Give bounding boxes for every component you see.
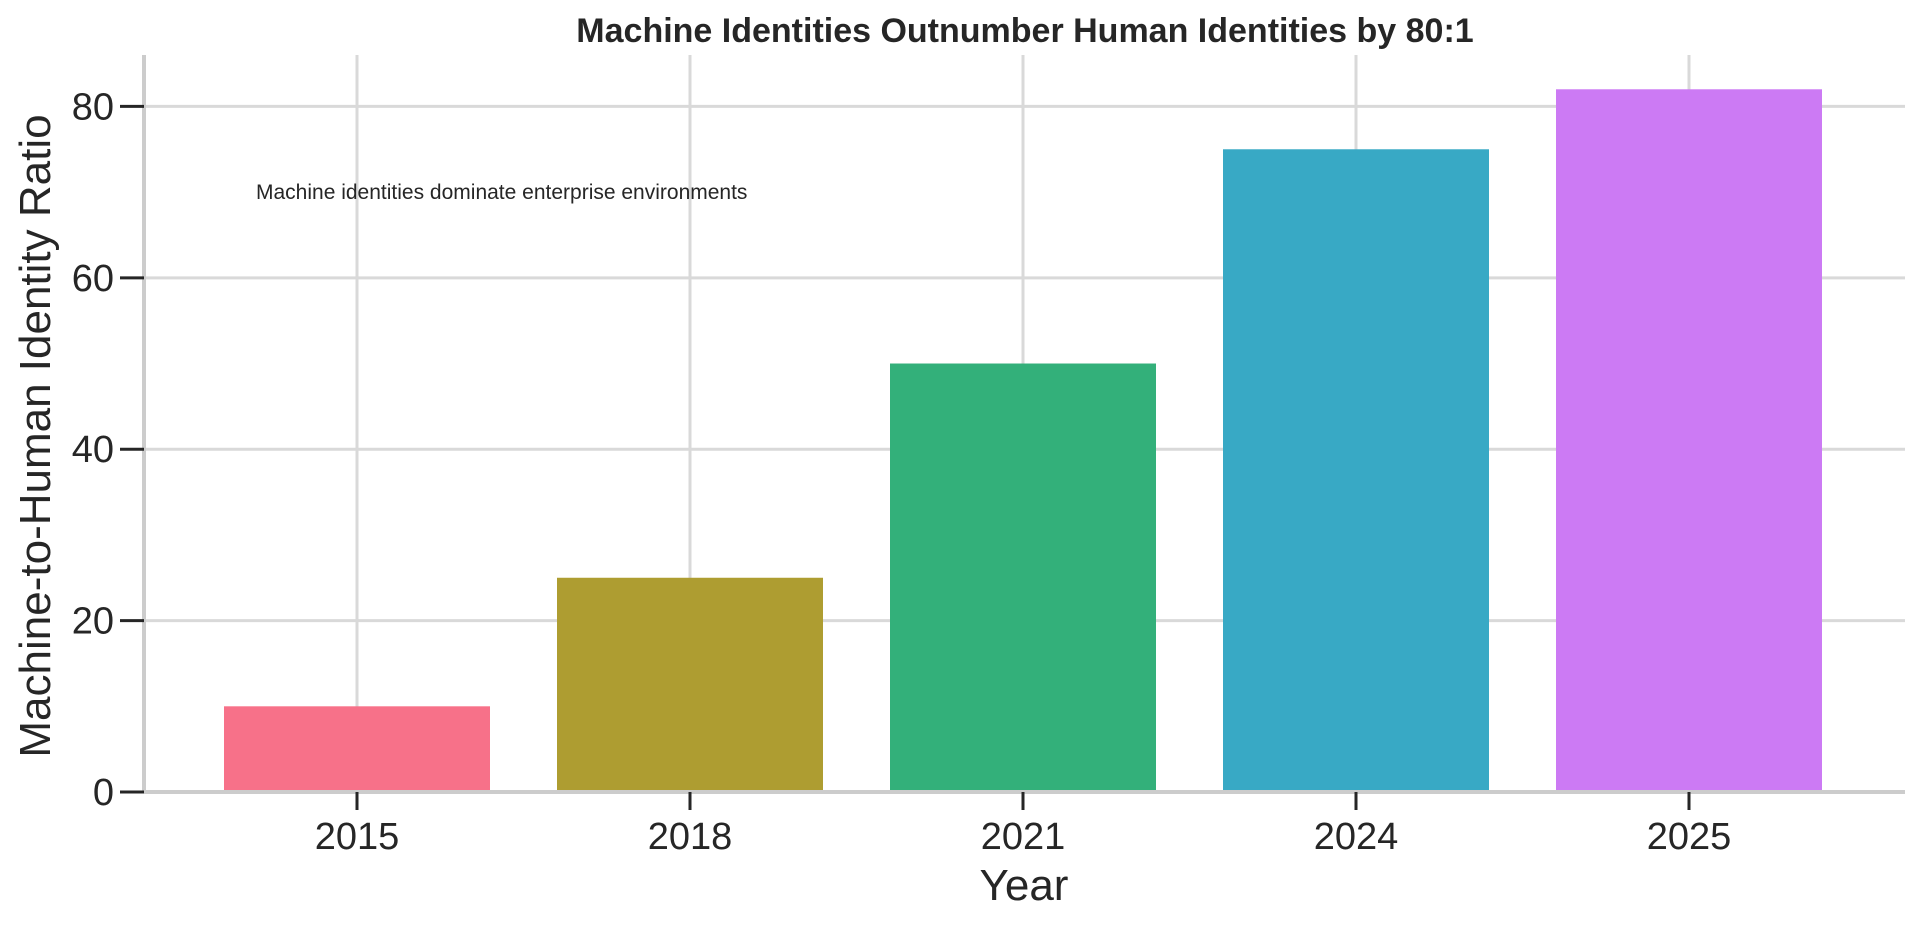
bar-2015 xyxy=(224,706,490,792)
annotation-text: Machine identities dominate enterprise e… xyxy=(256,181,747,204)
bar-2018 xyxy=(557,577,823,792)
y-tick-label: 20 xyxy=(72,601,114,643)
y-tick-label: 60 xyxy=(72,258,114,300)
x-axis-label: Year xyxy=(980,861,1069,910)
y-axis-label: Machine-to-Human Identity Ratio xyxy=(11,114,60,757)
bars xyxy=(224,89,1822,793)
y-tick-label: 40 xyxy=(72,429,114,471)
bar-2024 xyxy=(1223,149,1489,792)
chart-title: Machine Identities Outnumber Human Ident… xyxy=(576,12,1473,50)
x-tick-label: 2025 xyxy=(1647,816,1732,858)
x-tick-label: 2024 xyxy=(1314,816,1399,858)
x-tick-label: 2015 xyxy=(315,816,400,858)
y-tick-label: 80 xyxy=(72,86,114,128)
bar-2025 xyxy=(1556,89,1822,793)
x-tick-label: 2018 xyxy=(648,816,733,858)
tick-labels: 0 20 40 60 80 2015 2018 2021 2024 2025 xyxy=(72,86,1732,858)
y-tick-label: 0 xyxy=(93,772,114,814)
x-tick-label: 2021 xyxy=(981,816,1066,858)
bar-2021 xyxy=(890,363,1156,792)
